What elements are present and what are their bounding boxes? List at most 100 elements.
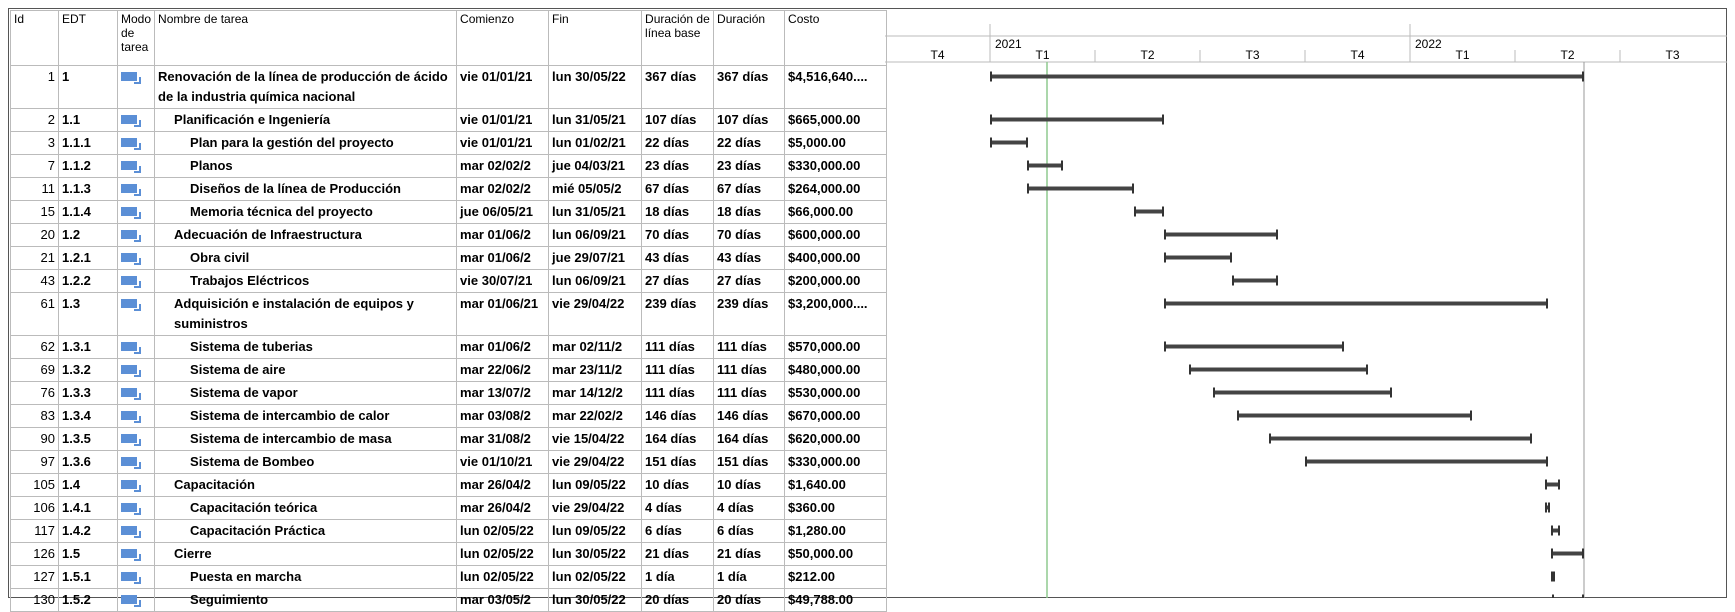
quarter-label: T2 — [1560, 48, 1574, 62]
column-header: Fin — [548, 10, 643, 66]
task-name: Obra civil — [154, 246, 458, 270]
cost: $3,200,000.... — [784, 292, 888, 336]
cost: $670,000.00 — [784, 404, 888, 428]
task-mode-icon — [121, 138, 141, 150]
task-mode-icon — [121, 549, 141, 561]
task-name: Sistema de intercambio de calor — [154, 404, 458, 428]
finish: lun 31/05/21 — [548, 108, 643, 132]
gantt-chart: 2021 2022 T4 T1 T2 T3 T4 T1 T2 T3 — [885, 24, 1727, 598]
duration: 23 días — [713, 154, 786, 178]
column-header: Duración de línea base — [641, 10, 715, 66]
finish: vie 29/04/22 — [548, 450, 643, 474]
task-name: Seguimiento — [154, 588, 458, 612]
id: 130 — [10, 588, 59, 612]
id: 106 — [10, 496, 59, 520]
cost: $212.00 — [784, 565, 888, 589]
edt: 1.4 — [58, 473, 118, 497]
id: 43 — [10, 269, 59, 293]
start: vie 01/01/21 — [456, 131, 550, 155]
cost: $5,000.00 — [784, 131, 888, 155]
baseline-duration: 70 días — [641, 223, 715, 247]
task-name: Cierre — [154, 542, 458, 566]
baseline-duration: 18 días — [641, 200, 715, 224]
cost: $570,000.00 — [784, 335, 888, 359]
duration: 111 días — [713, 358, 786, 382]
id: 15 — [10, 200, 59, 224]
baseline-duration: 146 días — [641, 404, 715, 428]
task-mode-icon — [121, 184, 141, 196]
duration: 70 días — [713, 223, 786, 247]
duration: 4 días — [713, 496, 786, 520]
edt: 1.1.2 — [58, 154, 118, 178]
mode-cell — [116, 335, 156, 359]
mode-cell — [116, 358, 156, 382]
finish: lun 30/05/22 — [548, 588, 643, 612]
task-row: 20 1.2 Adecuación de Infraestructura mar 01… — [10, 223, 888, 247]
task-mode-icon — [121, 480, 141, 492]
baseline-duration: 1 día — [641, 565, 715, 589]
cost: $49,788.00 — [784, 588, 888, 612]
column-header: Id — [10, 10, 59, 66]
start: mar 26/04/2 — [456, 473, 550, 497]
cost: $480,000.00 — [784, 358, 888, 382]
cost: $50,000.00 — [784, 542, 888, 566]
finish: lun 01/02/21 — [548, 131, 643, 155]
finish: jue 04/03/21 — [548, 154, 643, 178]
finish: vie 15/04/22 — [548, 427, 643, 451]
id: 20 — [10, 223, 59, 247]
id: 11 — [10, 177, 59, 201]
edt: 1.3.4 — [58, 404, 118, 428]
id: 61 — [10, 292, 59, 336]
cost: $360.00 — [784, 496, 888, 520]
task-mode-icon — [121, 161, 141, 173]
task-row: 76 1.3.3 Sistema de vapor mar 13/07/2 mar 14… — [10, 381, 888, 405]
cost: $665,000.00 — [784, 108, 888, 132]
task-mode-icon — [121, 276, 141, 288]
edt: 1.3.6 — [58, 450, 118, 474]
cost: $400,000.00 — [784, 246, 888, 270]
finish: lun 30/05/22 — [548, 542, 643, 566]
finish: mar 14/12/2 — [548, 381, 643, 405]
finish: lun 06/09/21 — [548, 269, 643, 293]
mode-cell — [116, 292, 156, 336]
cost: $4,516,640.... — [784, 65, 888, 109]
task-row: 15 1.1.4 Memoria técnica del proyecto jue 0… — [10, 200, 888, 224]
mode-cell — [116, 404, 156, 428]
cost: $1,280.00 — [784, 519, 888, 543]
task-row: 43 1.2.2 Trabajos Eléctricos vie 30/07/21 lu… — [10, 269, 888, 293]
cost: $620,000.00 — [784, 427, 888, 451]
edt: 1.1 — [58, 108, 118, 132]
edt: 1.2 — [58, 223, 118, 247]
task-mode-icon — [121, 207, 141, 219]
baseline-duration: 111 días — [641, 381, 715, 405]
start: mar 31/08/2 — [456, 427, 550, 451]
edt: 1.2.2 — [58, 269, 118, 293]
cost: $530,000.00 — [784, 381, 888, 405]
start: mar 01/06/2 — [456, 246, 550, 270]
task-name: Renovación de la línea de producción de … — [154, 65, 458, 109]
cost: $330,000.00 — [784, 154, 888, 178]
mode-cell — [116, 246, 156, 270]
cost: $66,000.00 — [784, 200, 888, 224]
task-row: 117 1.4.2 Capacitación Práctica lun 02/05/2… — [10, 519, 888, 543]
mode-cell — [116, 519, 156, 543]
column-header: Comienzo — [456, 10, 550, 66]
task-name: Puesta en marcha — [154, 565, 458, 589]
start: mar 01/06/2 — [456, 223, 550, 247]
quarter-label: T2 — [1140, 48, 1154, 62]
task-table: Id EDT Modo de tarea Nombre de tarea Comienz… — [10, 10, 888, 612]
duration: 67 días — [713, 177, 786, 201]
duration: 6 días — [713, 519, 786, 543]
task-row: 83 1.3.4 Sistema de intercambio de calor ma… — [10, 404, 888, 428]
edt: 1.4.1 — [58, 496, 118, 520]
baseline-duration: 67 días — [641, 177, 715, 201]
start: vie 30/07/21 — [456, 269, 550, 293]
id: 69 — [10, 358, 59, 382]
quarter-label: T4 — [1350, 48, 1364, 62]
edt: 1.5 — [58, 542, 118, 566]
quarter-label: T3 — [1665, 48, 1679, 62]
baseline-duration: 21 días — [641, 542, 715, 566]
task-name: Diseños de la línea de Producción — [154, 177, 458, 201]
start: vie 01/01/21 — [456, 65, 550, 109]
start: vie 01/10/21 — [456, 450, 550, 474]
